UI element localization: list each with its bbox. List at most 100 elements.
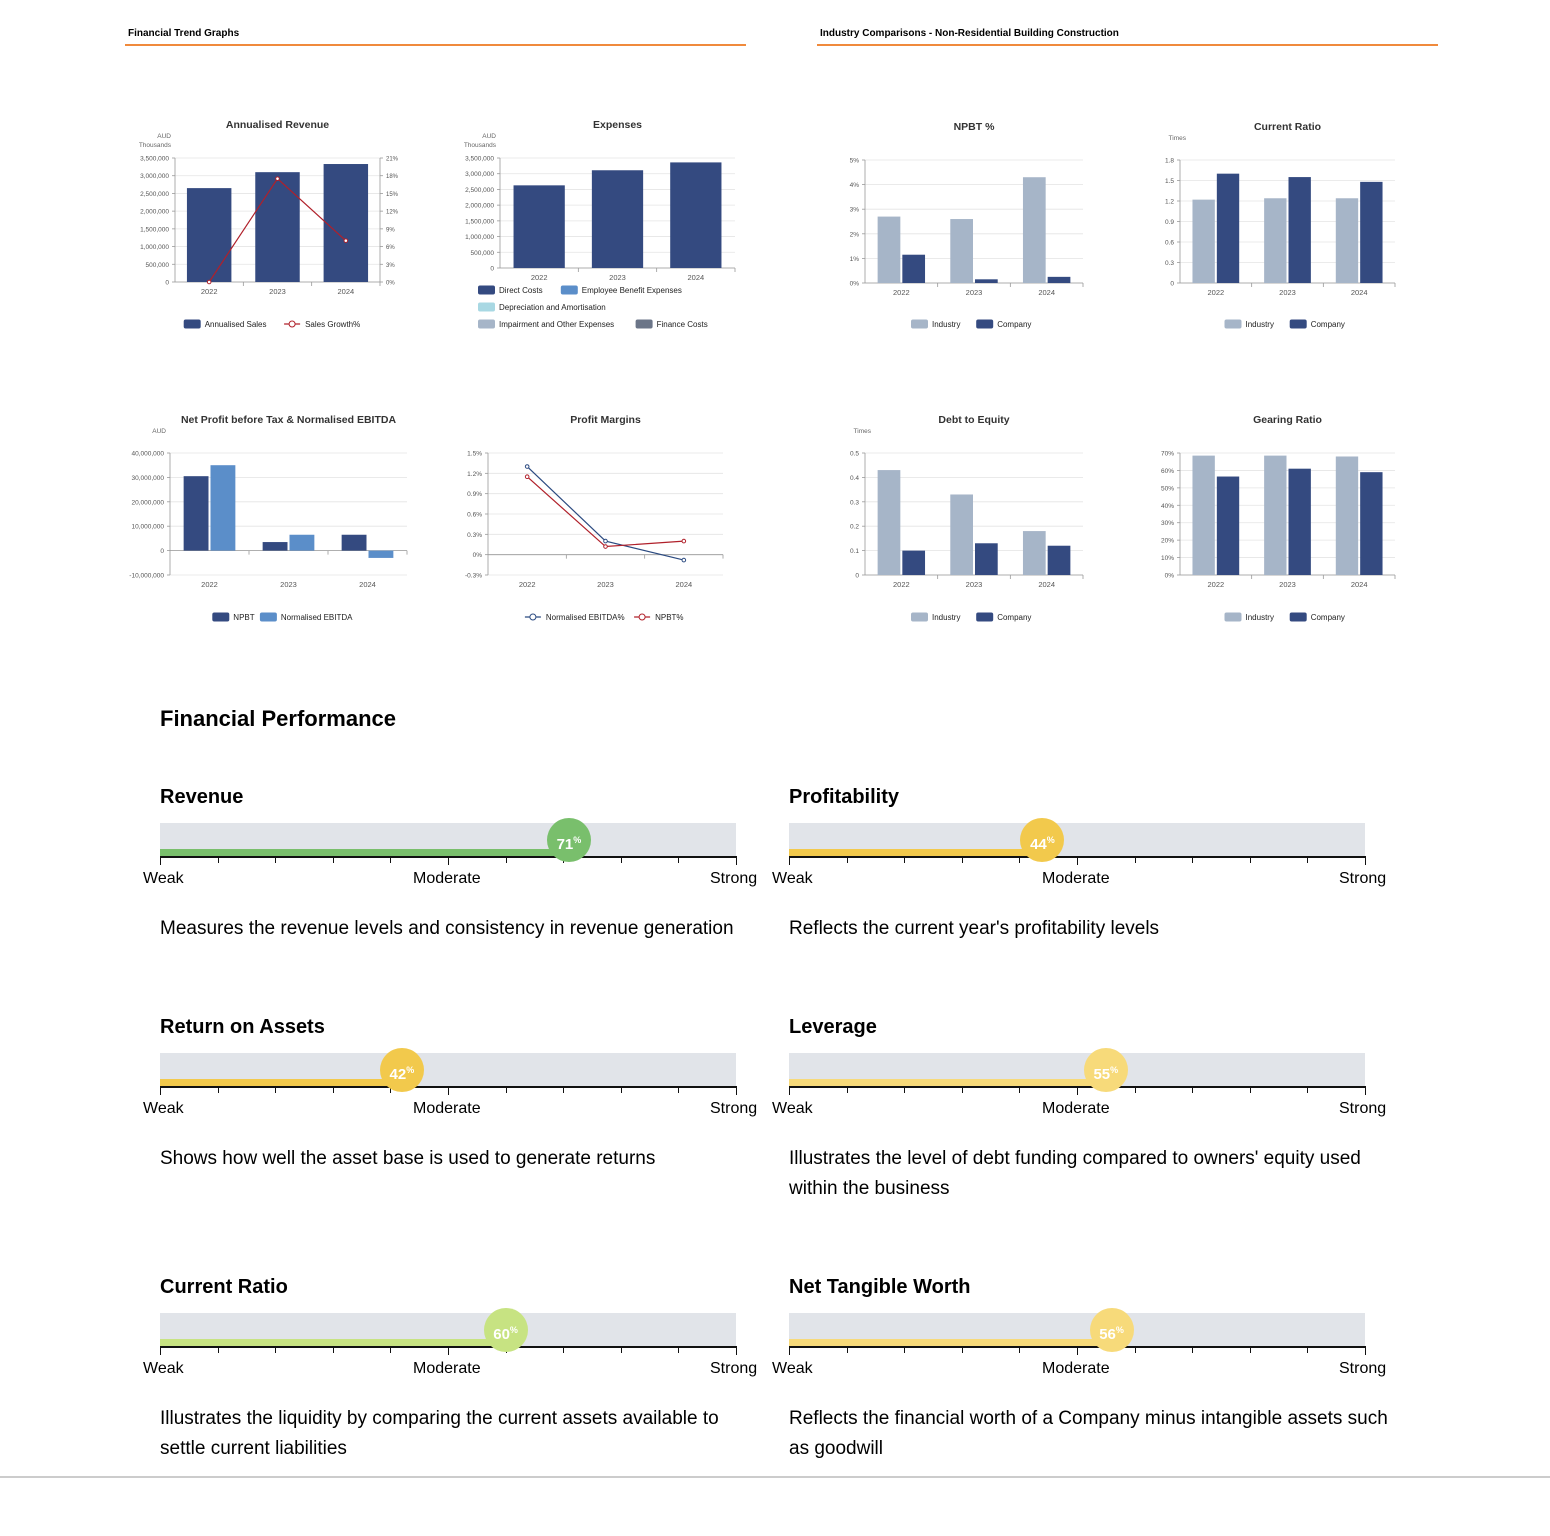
legend-label: Industry (932, 613, 960, 622)
metric-description: Illustrates the liquidity by comparing t… (160, 1408, 719, 1459)
line-point (603, 538, 608, 544)
bar-industry (1022, 531, 1046, 575)
legend-label: NPBT (233, 613, 254, 622)
y-tick-label: 500,000 (471, 250, 495, 257)
line-point (343, 238, 349, 243)
legend-label: Impairment and Other Expenses (499, 320, 614, 329)
legend-swatch-marker (288, 320, 296, 328)
y2-tick-label: 18% (386, 174, 399, 180)
legend-label: Industry (1246, 613, 1274, 622)
metric-axis-tick (678, 1346, 680, 1353)
metric-axis-tick (904, 1086, 906, 1093)
legend-swatch (478, 319, 495, 329)
metric-axis-tick (1307, 1086, 1309, 1093)
x-tick-label: 2024 (1351, 288, 1368, 297)
metric-axis-tick (332, 1086, 334, 1093)
bar-industry (1335, 198, 1359, 283)
metric-axis-tick (275, 856, 277, 863)
y-tick-label: 70% (1161, 451, 1174, 458)
metric-score-unit: % (406, 1065, 415, 1075)
y-tick-label: 0% (850, 281, 860, 288)
y-tick-label: 3,500,000 (140, 156, 169, 163)
metric-axis-tick (332, 856, 334, 863)
metric-title: Return on Assets (160, 1016, 325, 1038)
y-tick-label: 0 (490, 266, 494, 273)
bar-company (902, 254, 926, 283)
metric-fill (789, 1339, 1112, 1346)
chart-current-ratio-chart: Current Ratio Times 1.8 1.5 1.2 0.9 0.6 0.3 0 202… (1145, 110, 1415, 340)
metric-title: Leverage (789, 1016, 877, 1038)
y-tick-label: 10,000,000 (131, 524, 164, 531)
legend-label: Direct Costs (499, 286, 543, 295)
bar-company (902, 550, 926, 575)
metric-score-value: 42 (389, 1066, 407, 1083)
metric-title: Revenue (160, 786, 244, 808)
metric-score-unit: % (509, 1325, 518, 1335)
y-tick-label: 3,000,000 (140, 173, 169, 180)
x-tick-label: 2023 (1279, 288, 1296, 297)
metric-axis-tick (1249, 1346, 1251, 1353)
y-unit-label: Times (1169, 135, 1187, 142)
bar-company (1360, 181, 1383, 283)
x-tick-label: 2022 (201, 287, 218, 296)
y-tick-label: 0.9 (1165, 219, 1174, 226)
legend-swatch (1289, 319, 1307, 329)
legend-label: Company (997, 613, 1031, 622)
scale-label-strong: Strong (1339, 1360, 1387, 1377)
metric-axis-tick (390, 1346, 392, 1353)
y-tick-label: 0 (160, 548, 164, 555)
y-unit-label: AUD (157, 133, 171, 140)
legend-label: Normalised EBITDA% (546, 613, 625, 622)
bar-npbt (262, 542, 288, 551)
y-tick-label: 2,500,000 (465, 187, 494, 194)
bar-company (1360, 472, 1383, 575)
chart-title: NPBT % (954, 121, 996, 133)
legend-swatch (911, 612, 928, 622)
metric-axis-tick (1019, 1346, 1021, 1353)
bar-normalised-ebitda (289, 534, 315, 551)
metric-score-badge: 42% (379, 1048, 424, 1092)
y2-tick-label: 21% (386, 157, 399, 163)
x-tick-label: 2023 (609, 273, 626, 282)
y-tick-label: 10% (1161, 555, 1174, 562)
metric-axis-tick (736, 856, 737, 865)
y-tick-label: 20,000,000 (131, 499, 164, 506)
y2-tick-label: 9% (386, 227, 395, 233)
metric-axis-tick (160, 856, 161, 865)
legend-label: Industry (932, 320, 960, 329)
metric-axis-tick (275, 1346, 277, 1353)
metric-axis-tick (1192, 1086, 1194, 1093)
bar-industry (1335, 456, 1359, 575)
metric-axis-tick (846, 1086, 848, 1093)
legend-label: Sales Growth% (305, 320, 360, 329)
x-tick-label: 2022 (531, 273, 548, 282)
metric-axis-tick (736, 1346, 737, 1355)
line-point (206, 279, 212, 285)
x-tick-label: 2023 (966, 580, 983, 589)
y-tick-label: 0 (165, 280, 169, 287)
metric-leverage: Leverage 55% Weak Moderate Strong Illustrates… (772, 1016, 1399, 1276)
metric-score-badge: 56% (1089, 1308, 1134, 1352)
x-tick-label: 2023 (280, 580, 297, 589)
x-tick-label: 2022 (519, 580, 536, 589)
y-tick-label: 2,500,000 (140, 191, 169, 198)
bar-company (1047, 276, 1071, 283)
y-tick-label: 0% (473, 552, 483, 559)
line-point (524, 474, 530, 480)
scale-label-weak: Weak (772, 1360, 813, 1377)
x-tick-label: 2024 (687, 273, 704, 282)
y-tick-label: 1.5% (467, 451, 482, 458)
y-tick-label: 5% (850, 158, 860, 165)
y-tick-label: 1,500,000 (140, 226, 169, 233)
y2-tick-label: 15% (386, 192, 399, 198)
metric-axis-tick (789, 856, 790, 865)
y-tick-label: 30,000,000 (131, 475, 164, 482)
chart-svg-profit-margins: Profit Margins 1.5% 1.2% 0.9% 0.6% 0.3% 0% -0.3… (465, 414, 724, 622)
metric-fill (789, 849, 1043, 856)
scale-label-strong: Strong (710, 870, 758, 887)
scale-label-weak: Weak (772, 1100, 813, 1117)
chart-svg-debt-to-equity: Debt to Equity Times 0.5 0.4 0.3 0.2 0.1 0 2022 2… (850, 414, 1084, 622)
legend-swatch (1224, 612, 1242, 622)
x-tick-label: 2023 (966, 288, 983, 297)
metric-current-ratio: Current Ratio 60% Weak Moderate Strong Illust… (143, 1276, 770, 1536)
